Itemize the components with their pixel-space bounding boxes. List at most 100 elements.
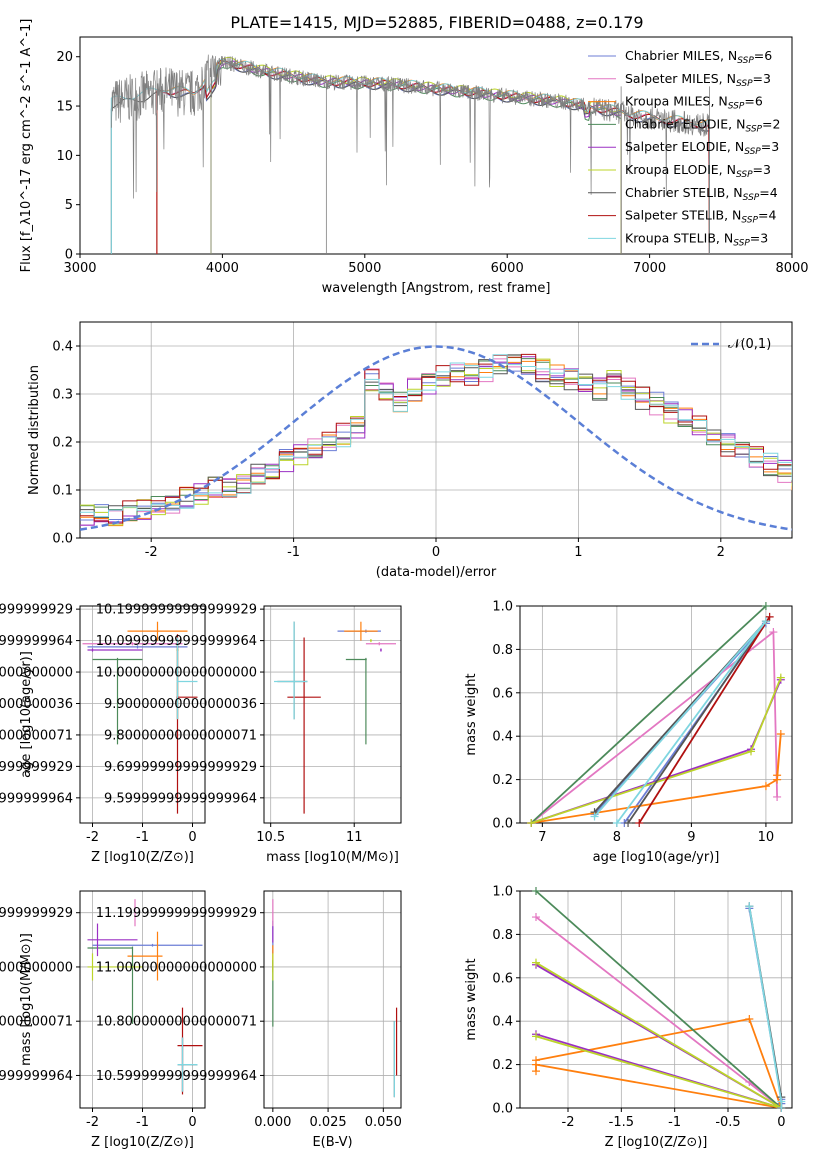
histogram-panel: -2 -1 0 1 2 0.0 0.1 0.2 0.3 0.4 (data-model)/error… bbox=[27, 321, 793, 580]
weight-point-marker bbox=[745, 1015, 754, 1024]
legend-ssp-subscript: SSP bbox=[741, 216, 758, 226]
weight-point-marker bbox=[590, 812, 599, 821]
y-axis-label: age [log10(age/yr)] bbox=[19, 651, 34, 778]
y-tick-label: 11.00000000000000000 bbox=[0, 960, 73, 975]
legend-nssp-label: , N bbox=[725, 185, 742, 200]
legend-nssp-value: 6 bbox=[755, 94, 763, 109]
y-tick-label: 0.0 bbox=[492, 1102, 513, 1117]
y-tick-label: 0.1 bbox=[52, 484, 73, 499]
y-tick-label: 0.2 bbox=[52, 436, 73, 451]
weight-point-marker bbox=[776, 730, 785, 739]
y-tick-label: 9.80000000000000071 bbox=[104, 728, 257, 743]
x-tick-label: 11 bbox=[346, 830, 363, 845]
legend-nssp-label: , N bbox=[719, 71, 736, 86]
x-axis-label: Z [log10(Z/Z⊙)] bbox=[91, 1135, 194, 1150]
x-tick-label: 0 bbox=[432, 545, 440, 560]
weight-vs-Z-panel: -2 -1.5 -1 -0.5 0 0.0 0.2 0.4 0.6 0.8 1.0 Z [log10(… bbox=[464, 885, 793, 1150]
y-tick-label: 10 bbox=[56, 149, 73, 164]
y-tick-label: 0.6 bbox=[492, 686, 513, 701]
model-fit-line bbox=[210, 64, 622, 254]
weight-point-marker bbox=[761, 617, 770, 626]
weight-point-marker bbox=[773, 771, 782, 780]
legend-nssp-label: , N bbox=[710, 94, 727, 109]
legend-nssp-value: 6 bbox=[764, 48, 772, 63]
legend-nssp-label: , N bbox=[719, 162, 736, 177]
y-tick-label: 0.6 bbox=[492, 971, 513, 986]
weight-point-marker bbox=[765, 612, 774, 621]
x-tick-label: 0.050 bbox=[365, 1115, 402, 1130]
normal-distribution-curve bbox=[80, 345, 792, 531]
y-tick-label: 0.3 bbox=[52, 388, 73, 403]
x-tick-label: 0.025 bbox=[309, 1115, 346, 1130]
x-tick-label: 8000 bbox=[775, 261, 808, 276]
x-axis-label: (data-model)/error bbox=[376, 565, 497, 580]
axes-frame bbox=[263, 605, 402, 824]
legend-model-name: Salpeter MILES bbox=[625, 71, 719, 86]
x-tick-label: 3000 bbox=[63, 261, 96, 276]
y-tick-label: 0.2 bbox=[492, 773, 513, 788]
x-tick-label: 10 bbox=[758, 830, 775, 845]
legend-ssp-subscript: SSP bbox=[744, 147, 761, 157]
legend-model-name: Chabrier STELIB bbox=[625, 185, 725, 200]
x-tick-label: -0.5 bbox=[715, 1115, 740, 1130]
legend-nssp-value: 3 bbox=[771, 139, 779, 154]
legend-entry: Chabrier MILES, NSSP=6 bbox=[625, 48, 772, 66]
weight-series-line bbox=[530, 677, 782, 824]
x-axis-label: Z [log10(Z/Z⊙)] bbox=[91, 850, 194, 865]
legend-model-name: Chabrier ELODIE bbox=[625, 116, 728, 131]
weight-point-marker bbox=[769, 628, 778, 637]
x-tick-label: 0 bbox=[188, 1115, 196, 1130]
x-tick-label: 7000 bbox=[633, 261, 666, 276]
y-tick-label: 0.0 bbox=[52, 532, 73, 547]
y-tick-label: 10.00000000000000000 bbox=[96, 666, 257, 681]
weight-point-marker bbox=[761, 782, 770, 791]
legend-nssp-label: , N bbox=[727, 139, 744, 154]
legend-equals: = bbox=[753, 162, 763, 177]
legend-equals: = bbox=[750, 230, 760, 245]
legend-entry: Kroupa MILES, NSSP=6 bbox=[625, 94, 763, 112]
weight-point-marker bbox=[777, 1104, 786, 1112]
weight-point-marker bbox=[776, 673, 785, 682]
legend-ssp-subscript: SSP bbox=[745, 124, 762, 134]
x-tick-label: 0 bbox=[188, 830, 196, 845]
weight-series-line bbox=[535, 890, 782, 1109]
weight-vs-age-panel: 7 8 9 10 0.0 0.2 0.4 0.6 0.8 1.0 age [log10(age/yr… bbox=[464, 600, 793, 865]
y-tick-label: 10.59999999999999964 bbox=[96, 1069, 257, 1084]
x-tick-label: 2 bbox=[717, 545, 725, 560]
x-tick-label: -2 bbox=[86, 830, 99, 845]
x-axis-label: wavelength [Angstrom, rest frame] bbox=[322, 281, 551, 296]
model-fit-line bbox=[110, 60, 710, 254]
x-tick-label: 0.000 bbox=[254, 1115, 291, 1130]
y-axis-label: Normed distribution bbox=[27, 365, 42, 495]
x-tick-label: -2 bbox=[86, 1115, 99, 1130]
weight-point-marker bbox=[761, 602, 770, 610]
y-tick-label: 0.0 bbox=[492, 817, 513, 832]
x-tick-label: 6000 bbox=[491, 261, 524, 276]
weight-point-marker bbox=[747, 747, 756, 756]
y-tick-label: 20 bbox=[56, 50, 73, 65]
weight-point-marker bbox=[745, 902, 754, 911]
y-tick-label: 10.00000000000000000 bbox=[0, 666, 73, 681]
axes-frame bbox=[519, 605, 793, 824]
legend-entry: Salpeter MILES, NSSP=3 bbox=[625, 71, 771, 89]
y-tick-label: 9.90000000000000036 bbox=[0, 697, 73, 712]
x-tick-label: 0 bbox=[777, 1115, 785, 1130]
legend-equals: = bbox=[753, 71, 763, 86]
y-tick-label: 0 bbox=[65, 248, 73, 263]
legend-ssp-subscript: SSP bbox=[733, 238, 750, 248]
y-tick-label: 10.80000000000000071 bbox=[96, 1015, 257, 1030]
x-axis-label: age [log10(age/yr)] bbox=[593, 850, 720, 865]
y-tick-label: 9.59999999999999964 bbox=[104, 791, 257, 806]
y-tick-label: 11.00000000000000000 bbox=[96, 960, 257, 975]
x-tick-label: -1 bbox=[136, 830, 149, 845]
weight-point-marker bbox=[532, 958, 540, 967]
weight-point-marker bbox=[527, 819, 536, 827]
legend-equals: = bbox=[758, 208, 768, 223]
x-tick-label: 1 bbox=[574, 545, 582, 560]
y-tick-label: 9.69999999999999929 bbox=[104, 760, 257, 775]
x-tick-label: -1 bbox=[668, 1115, 681, 1130]
legend-ssp-subscript: SSP bbox=[743, 193, 760, 203]
weight-point-marker bbox=[773, 792, 782, 801]
x-tick-label: 10.5 bbox=[256, 830, 285, 845]
